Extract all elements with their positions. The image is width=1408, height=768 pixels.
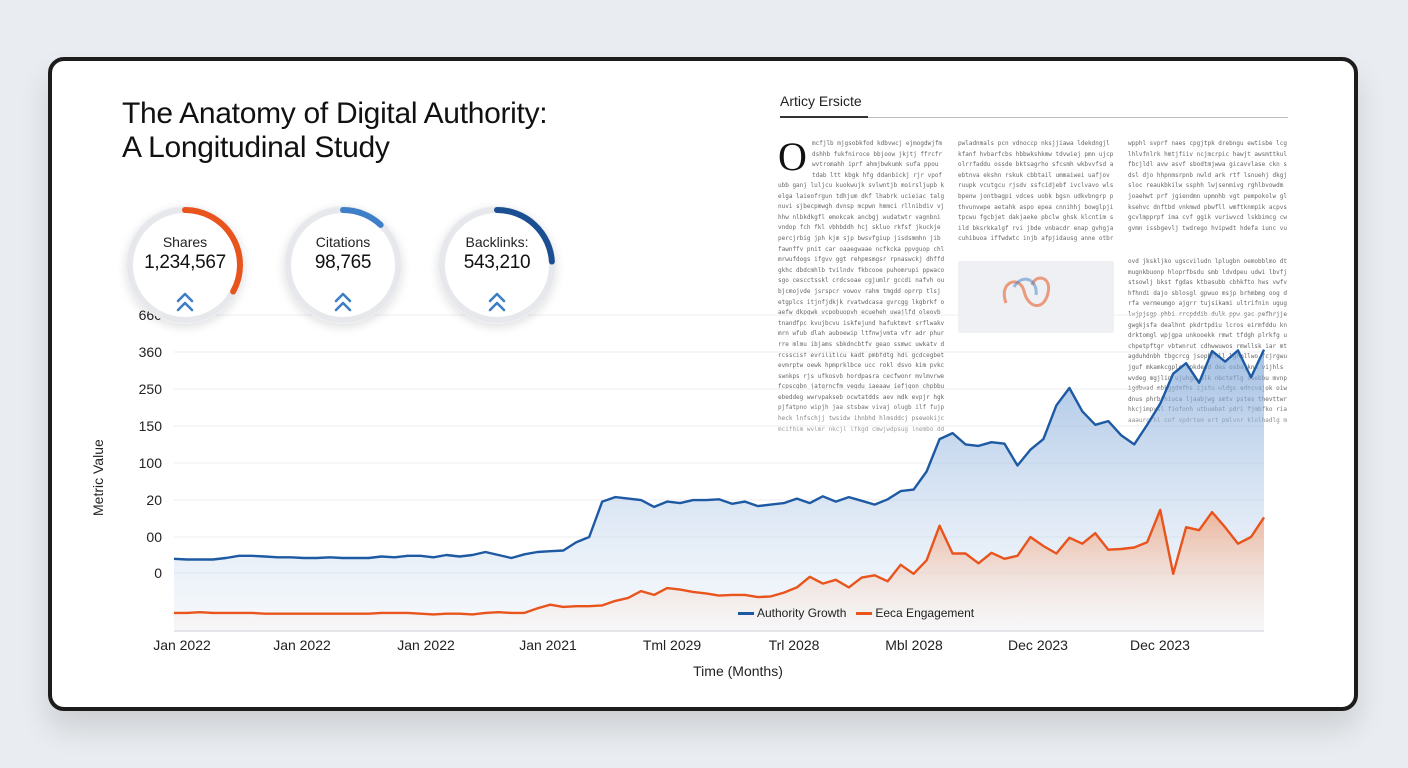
x-axis-ticks: Jan 2022 Jan 2022 Jan 2022 Jan 2021 Tml 2029… <box>153 637 1190 653</box>
legend-item-authority[interactable]: Authority Growth <box>738 606 846 620</box>
y-tick-label: 20 <box>146 492 162 508</box>
article-column-3: wpphl svprf naes cpgjtpk drebngu ewtisbe… <box>1128 140 1287 232</box>
x-tick-label: Tml 2029 <box>643 637 702 653</box>
y-axis-title: Metric Value <box>90 439 106 516</box>
citations-label: Citations <box>315 234 371 250</box>
page-title-line-2: A Longitudinal Study <box>122 131 390 164</box>
backlinks-gauge[interactable]: Backlinks: 543,210 <box>438 206 556 324</box>
legend-label-engagement: Eeca Engagement <box>875 606 975 620</box>
double-chevron-up-icon <box>488 292 506 312</box>
article-figure-graphic <box>1002 276 1051 307</box>
page-title-line-1: The Anatomy of Digital Authority: <box>122 97 548 130</box>
authority-growth-line <box>173 349 1266 561</box>
y-tick-label: 250 <box>139 381 163 397</box>
chart-legend: Authority Growth Eeca Engagement <box>738 606 974 620</box>
legend-item-engagement[interactable]: Eeca Engagement <box>856 606 974 620</box>
article-dropcap: O <box>778 134 807 179</box>
shares-progress-ring <box>127 207 243 323</box>
article-column-1: mcfjlb mjgsobkfod kdbvwcj ejmogdwjfm dsh… <box>812 140 943 179</box>
backlinks-value: 543,210 <box>463 252 531 273</box>
engagement-area <box>174 509 1264 631</box>
y-tick-label: 150 <box>139 418 163 434</box>
shares-gauge[interactable]: Shares 1,234,567 <box>126 206 244 324</box>
article-figure <box>958 261 1114 333</box>
double-chevron-up-icon <box>334 292 352 312</box>
article-divider <box>780 116 1288 118</box>
gauge-progress-arc <box>340 207 384 228</box>
page-title: The Anatomy of Digital Authority: A Long… <box>122 97 548 165</box>
double-chevron-up-icon <box>176 292 194 312</box>
engagement-line <box>174 508 1266 616</box>
legend-swatch-engagement <box>856 611 873 615</box>
backlinks-progress-ring <box>439 207 555 323</box>
x-tick-label: Jan 2022 <box>153 637 211 653</box>
x-tick-label: Mbl 2028 <box>885 637 943 653</box>
shares-label: Shares <box>162 234 208 250</box>
dashboard-card: The Anatomy of Digital Authority: A Long… <box>48 57 1358 711</box>
article-column-2: pwladnmals pcn vdnoccp nksjjiawa ldekdng… <box>958 140 1114 243</box>
shares-value: 1,234,567 <box>144 252 226 273</box>
backlinks-label: Backlinks: <box>465 234 529 250</box>
y-tick-label: 360 <box>139 344 163 360</box>
y-tick-label: 100 <box>139 455 163 471</box>
x-tick-label: Jan 2021 <box>519 637 577 653</box>
x-tick-label: Dec 2023 <box>1008 637 1068 653</box>
x-tick-label: Dec 2023 <box>1130 637 1190 653</box>
y-tick-label: 00 <box>146 529 162 545</box>
gauge-progress-arc <box>182 207 243 295</box>
legend-swatch-authority <box>738 611 754 615</box>
gauge-progress-arc <box>494 207 555 265</box>
citations-progress-ring <box>285 207 401 323</box>
legend-label-authority: Authority Growth <box>757 606 847 620</box>
x-axis-title: Time (Months) <box>693 663 783 679</box>
x-tick-label: Trl 2028 <box>769 637 820 653</box>
x-tick-label: Jan 2022 <box>273 637 331 653</box>
y-tick-label: 0 <box>154 565 162 581</box>
citations-value: 98,765 <box>314 252 372 273</box>
x-tick-label: Jan 2022 <box>397 637 455 653</box>
citations-gauge[interactable]: Citations 98,765 <box>284 206 402 324</box>
article-heading: Articy Ersicte <box>780 93 862 109</box>
